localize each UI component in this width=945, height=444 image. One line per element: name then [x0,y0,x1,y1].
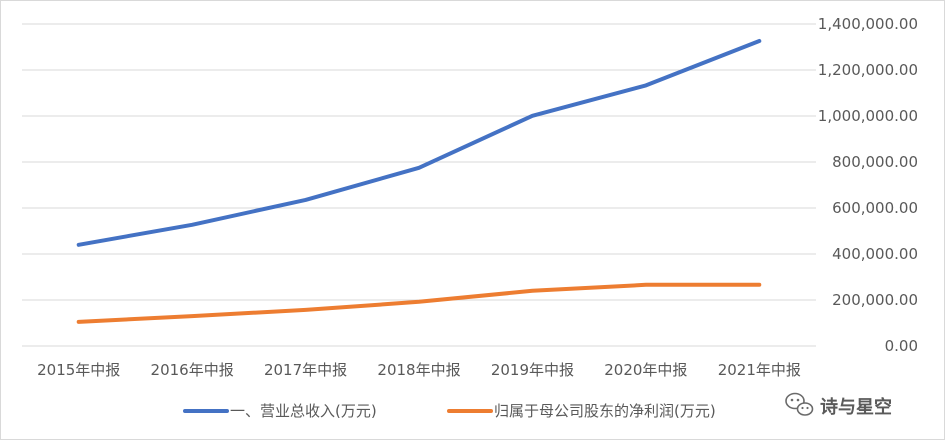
x-tick-label: 2016年中报 [151,361,234,379]
watermark: 诗与星空 [785,392,892,418]
y-tick-label: 400,000.00 [832,245,918,263]
legend-label: 一、营业总收入(万元) [230,402,377,420]
x-tick-label: 2020年中报 [604,361,687,379]
y-tick-label: 0.00 [885,337,918,355]
x-tick-label: 2019年中报 [491,361,574,379]
x-axis-tick-labels: 2015年中报 2016年中报 2017年中报 2018年中报 2019年中报 2020年… [37,361,801,379]
series-line-1 [76,39,762,247]
y-tick-label: 1,000,000.00 [818,107,918,125]
x-tick-label: 2018年中报 [377,361,460,379]
legend-label: 归属于母公司股东的净利润(万元) [494,402,716,420]
x-tick-label: 2015年中报 [37,361,120,379]
y-axis-tick-labels: 0.00 200,000.00 400,000.00 600,000.00 800,00… [818,15,918,355]
gridlines [22,23,816,347]
y-tick-label: 1,200,000.00 [818,61,918,79]
y-tick-label: 600,000.00 [832,199,918,217]
series-lines [76,39,762,324]
series-line-2 [76,282,762,324]
x-tick-label: 2017年中报 [264,361,347,379]
wechat-icon [785,392,814,416]
y-tick-label: 200,000.00 [832,291,918,309]
legend: 一、营业总收入(万元) 归属于母公司股东的净利润(万元) [183,402,716,420]
y-tick-label: 1,400,000.00 [818,15,918,33]
watermark-text: 诗与星空 [820,396,892,418]
y-tick-label: 800,000.00 [832,153,918,171]
x-tick-label: 2021年中报 [718,361,801,379]
